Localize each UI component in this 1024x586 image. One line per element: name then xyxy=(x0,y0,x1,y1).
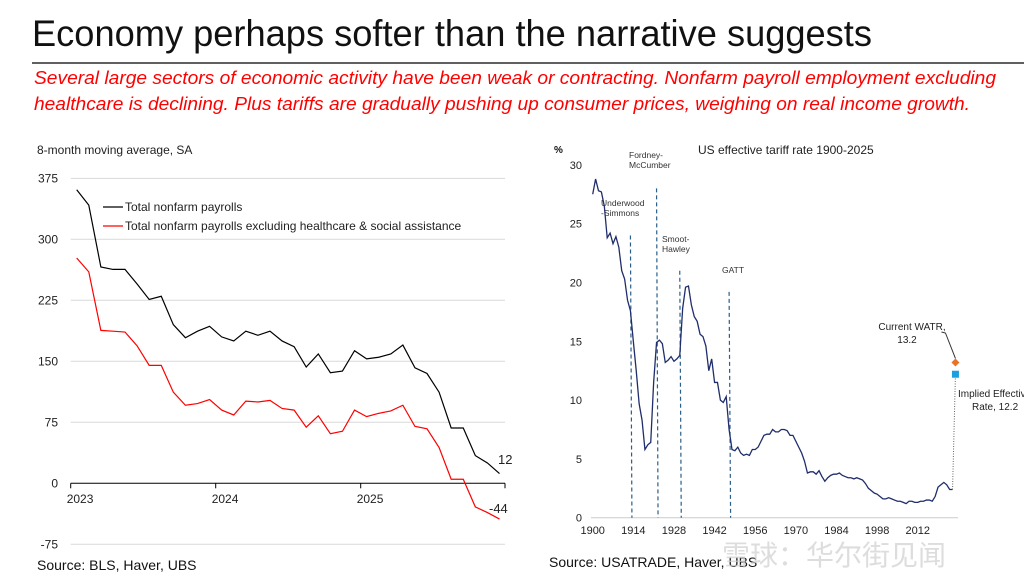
slide-title: Economy perhaps softer than the narrativ… xyxy=(32,13,872,54)
left-source: Source: BLS, Haver, UBS xyxy=(37,557,197,573)
series-line-ex-healthcare xyxy=(76,257,500,520)
event-label: McCumber xyxy=(629,160,671,170)
x-tick-label: 2024 xyxy=(212,492,239,506)
annotation-arrow xyxy=(941,331,956,359)
x-tick-label: 1928 xyxy=(662,525,686,537)
y-tick-label: 20 xyxy=(570,278,582,290)
y-tick-label: 0 xyxy=(51,476,58,490)
event-label: Fordney- xyxy=(629,150,663,160)
x-tick-label: 2023 xyxy=(67,492,94,506)
series-line-total xyxy=(76,189,500,474)
legend-label: Total nonfarm payrolls xyxy=(125,200,242,214)
current-watr-value: 13.2 xyxy=(897,335,917,346)
event-label: GATT xyxy=(722,265,744,275)
y-tick-label: 5 xyxy=(576,454,582,466)
event-label: -Simmons xyxy=(601,208,639,218)
right-source: Source: USATRADE, Haver, UBS xyxy=(549,554,757,570)
payrolls-chart: 8-month moving average, SA Source: BLS, … xyxy=(37,143,512,573)
event-label: Underwood xyxy=(601,198,645,208)
event-line xyxy=(655,188,659,518)
y-tick-label: 300 xyxy=(38,232,58,246)
watermark: 雪球：华尔街见闻 xyxy=(722,540,946,571)
current-watr-marker xyxy=(951,358,960,367)
y-tick-label: 150 xyxy=(38,354,58,368)
y-tick-label: 0 xyxy=(576,513,582,525)
event-line xyxy=(679,270,682,518)
right-chart-title: US effective tariff rate 1900-2025 xyxy=(698,143,874,157)
x-tick-label: 1998 xyxy=(865,525,889,537)
x-tick-label: 1970 xyxy=(784,525,808,537)
y-tick-label: 75 xyxy=(45,415,59,429)
implied-rate-label: Implied Effective xyxy=(958,389,1024,400)
legend-label: Total nonfarm payrolls excluding healthc… xyxy=(125,219,462,233)
end-value-label: -44 xyxy=(489,501,508,516)
subtitle-line-1: Several large sectors of economic activi… xyxy=(34,68,996,88)
projection-dotted-line xyxy=(952,374,956,490)
x-tick-label: 1956 xyxy=(743,525,767,537)
implied-rate-marker xyxy=(951,370,959,378)
x-tick-label: 1914 xyxy=(621,525,645,537)
tariff-chart: % US effective tariff rate 1900-2025 Sou… xyxy=(549,143,1024,570)
left-y-axis-label: 8-month moving average, SA xyxy=(37,143,192,157)
event-label: Hawley xyxy=(662,244,691,254)
event-line xyxy=(728,291,732,518)
y-tick-label: 375 xyxy=(38,171,58,185)
x-tick-label: 2025 xyxy=(357,492,384,506)
y-tick-label: 225 xyxy=(38,293,58,307)
right-y-axis-label: % xyxy=(554,145,563,156)
event-line xyxy=(629,235,633,518)
x-tick-label: 1900 xyxy=(580,525,604,537)
x-tick-label: 1984 xyxy=(824,525,848,537)
subtitle-line-2: healthcare is declining. Plus tariffs ar… xyxy=(34,94,970,114)
event-label: Smoot- xyxy=(662,234,690,244)
y-tick-label: 30 xyxy=(570,160,582,172)
current-watr-label: Current WATR, xyxy=(878,322,945,333)
y-tick-label: 10 xyxy=(570,395,582,407)
y-tick-label: -75 xyxy=(41,537,59,551)
implied-rate-value: Rate, 12.2 xyxy=(972,402,1019,413)
x-tick-label: 2012 xyxy=(905,525,929,537)
y-tick-label: 25 xyxy=(570,219,582,231)
end-value-label: 12 xyxy=(498,452,512,467)
y-tick-label: 15 xyxy=(570,336,582,348)
tariff-rate-line xyxy=(592,178,953,505)
x-tick-label: 1942 xyxy=(702,525,726,537)
